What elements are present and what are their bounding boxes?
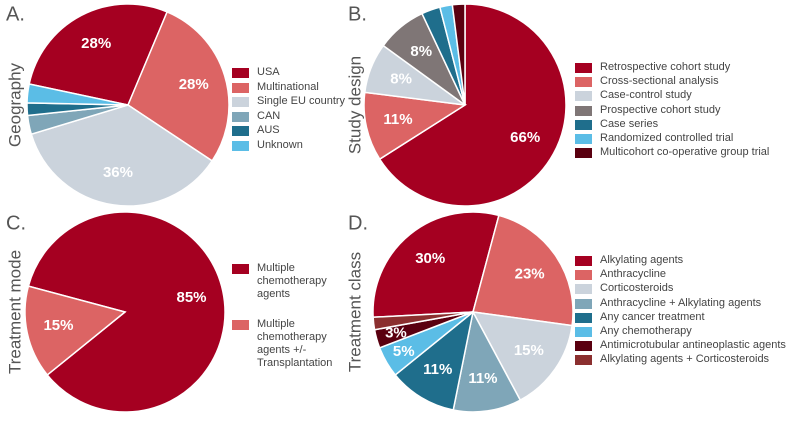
legend-label: Multinational (257, 80, 319, 93)
legend-swatch (575, 312, 592, 323)
data-label: 23% (515, 265, 545, 282)
chart-title: Geography (5, 62, 24, 147)
legend-label: Anthracycline (600, 268, 667, 281)
legend-swatch (575, 77, 592, 88)
panel-label: C. (6, 212, 26, 234)
legend-label: Multiple chemotherapy agents (257, 262, 327, 300)
legend-swatch (575, 148, 592, 159)
legend-swatch (232, 140, 249, 151)
data-label: 15% (43, 317, 73, 334)
pie-slice (378, 3, 567, 207)
legend-swatch (232, 82, 249, 93)
data-label: 28% (81, 35, 111, 52)
legend-swatch (232, 126, 249, 136)
legend-label: Alkylating agents (600, 254, 684, 266)
legend-label: CAN (257, 109, 281, 122)
legend-label: Cross-sectional analysis (600, 75, 719, 88)
data-label: 11% (468, 370, 497, 387)
data-label: 85% (176, 289, 206, 306)
legend-label: Case series (600, 117, 659, 130)
pie-slice (451, 3, 466, 106)
legend-label: Multiple chemotherapy agents +/- Transpl… (257, 318, 333, 369)
legend-swatch (575, 341, 592, 352)
data-label: 15% (514, 342, 544, 359)
legend-label: Multicohort co-operative group trial (600, 146, 770, 159)
legend-swatch (575, 119, 592, 130)
pie-slice (452, 309, 522, 413)
pie-slice (24, 285, 127, 376)
legend-label: Corticosteroids (600, 282, 674, 295)
data-label: 30% (415, 250, 445, 267)
legend-swatch (575, 91, 592, 102)
legend-swatch (575, 355, 592, 366)
pie-slice (394, 310, 475, 411)
pie-slice (30, 104, 214, 207)
legend-label: Anthracycline + Alkylating agents (600, 296, 762, 309)
legend-label: Single EU country (257, 95, 346, 107)
legend-label: Alkylating agents + Corticosteroids (600, 353, 770, 366)
legend-swatch (232, 320, 249, 330)
legend-label: Retrospective cohort study (600, 61, 731, 73)
data-label: 8% (390, 71, 412, 88)
legend-swatch (575, 63, 592, 73)
legend-swatch (575, 284, 592, 295)
legend-label: Prospective cohort study (600, 103, 721, 116)
legend-label: Any chemotherapy (600, 325, 692, 337)
data-label: 5% (393, 343, 415, 360)
data-label: 11% (383, 111, 412, 128)
legend-label: USA (257, 66, 280, 78)
pie-slice (28, 3, 169, 106)
chart-title: Treatment class (345, 252, 364, 372)
data-label: 28% (179, 76, 209, 93)
legend-swatch (232, 68, 249, 78)
data-label: 3% (385, 324, 407, 341)
data-label: 66% (510, 129, 540, 146)
pie-slice (372, 211, 500, 319)
data-label: 11% (423, 361, 452, 378)
legend-swatch (575, 270, 592, 281)
legend-swatch (575, 327, 592, 337)
legend-swatch (575, 134, 592, 144)
chart-title: Treatment mode (5, 250, 24, 374)
legend-label: Unknown (257, 138, 303, 151)
pie-slice (27, 211, 226, 413)
legend-swatch (575, 298, 592, 309)
legend-label: Any cancer treatment (600, 310, 705, 323)
panel-label: B. (348, 3, 367, 25)
legend-swatch (232, 264, 249, 274)
legend-label: AUS (257, 124, 280, 136)
panel-label: D. (348, 212, 368, 234)
pie-slice (363, 91, 468, 161)
pie-slice (471, 311, 573, 402)
legend-swatch (232, 97, 249, 107)
legend-label: Randomized controlled trial (600, 132, 734, 144)
data-label: 8% (410, 43, 432, 60)
pie-slice (472, 214, 574, 327)
legend-swatch (575, 256, 592, 266)
pie-slice (26, 83, 129, 106)
pie-slice (127, 10, 230, 162)
panel-label: A. (6, 3, 25, 25)
legend-swatch (575, 105, 592, 116)
chart-title: Study design (345, 56, 364, 154)
legend-label: Antimicrotubular antineoplastic agents (600, 339, 786, 352)
data-label: 36% (103, 164, 133, 181)
pie-slice (372, 311, 474, 331)
legend-swatch (232, 111, 249, 122)
legend-label: Case-control study (600, 89, 692, 102)
